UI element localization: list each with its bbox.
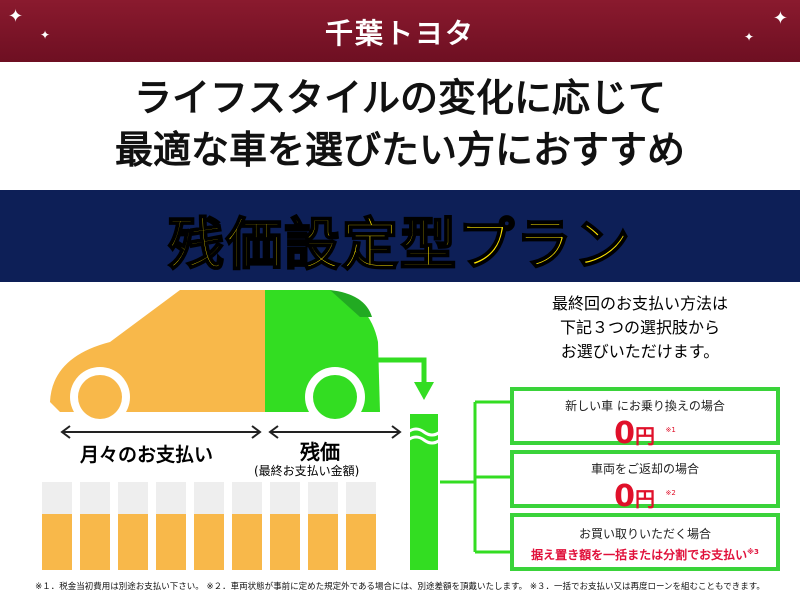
option-amount: 0円 ※1 <box>614 416 676 451</box>
intro-line1: 最終回のお支払い方法は <box>551 294 728 313</box>
intro-text: 最終回のお支払い方法は 下記３つの選択肢から お選びいただけます。 <box>520 292 760 364</box>
headline-line1: ライフスタイルの変化に応じて <box>133 76 666 120</box>
residual-sub-label: (最終お支払い金額) <box>254 464 360 478</box>
plan-title: 残価設定型プラン <box>167 212 632 279</box>
payment-bars <box>42 482 376 570</box>
option-title: 車両をご返却の場合 <box>590 462 699 476</box>
option-title: お買い取りいただく場合 <box>578 527 711 541</box>
monthly-label: 月々のお支払い <box>80 444 214 466</box>
option-buyout: お買い取りいただく場合 据え置き額を一括または分割でお支払い※3 <box>510 513 780 571</box>
branch-lines <box>440 400 512 554</box>
sparkle-icon: ✦ <box>772 8 788 29</box>
brand-logo: 千葉トヨタ <box>324 17 475 50</box>
sparkle-icon: ✦ <box>40 28 51 42</box>
footnote: ※１．税金当初費用は別途お支払い下さい。 ※２．車両状態が事前に定めた規定外であ… <box>35 582 765 592</box>
headline: ライフスタイルの変化に応じて 最適な車を選びたい方におすすめ <box>0 72 800 176</box>
option-amount: 0円 ※2 <box>614 479 676 514</box>
option-detail: 据え置き額を一括または分割でお支払い※3 <box>531 548 759 562</box>
top-banner: ✦ ✦ ✦ ✦ 千葉トヨタ <box>0 0 800 62</box>
intro-line3: お選びいただけます。 <box>560 342 720 361</box>
plan-band <box>0 190 800 282</box>
headline-line2: 最適な車を選びたい方におすすめ <box>114 128 685 172</box>
option-title: 新しい車 にお乗り換えの場合 <box>565 399 725 413</box>
arrow-down <box>360 357 427 387</box>
sparkle-icon: ✦ <box>8 6 24 27</box>
option-return: 車両をご返却の場合 0円 ※2 <box>510 450 780 513</box>
intro-line2: 下記３つの選択肢から <box>559 318 720 337</box>
residual-label: 残価 <box>300 440 340 464</box>
option-trade-in: 新しい車 にお乗り換えの場合 0円 ※1 <box>510 387 780 450</box>
plan-illustration <box>42 290 512 570</box>
sparkle-icon: ✦ <box>743 30 754 44</box>
